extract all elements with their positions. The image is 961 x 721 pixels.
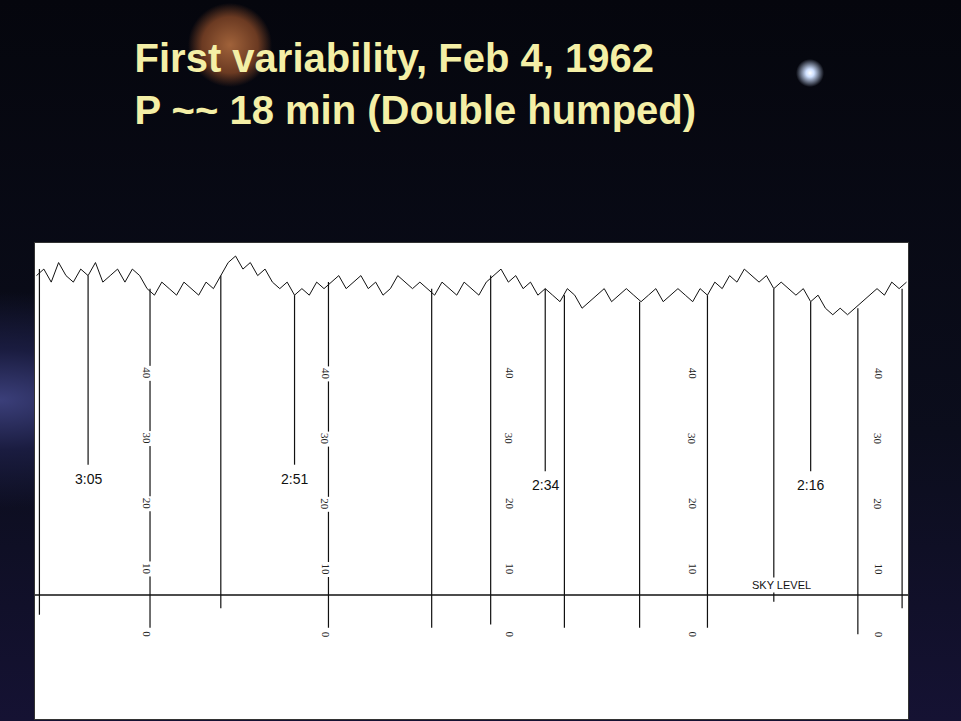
svg-text:First variability, Feb 4, 1962: First variability, Feb 4, 1962P ~~ 18 mi…	[135, 36, 697, 132]
svg-text:10: 10	[504, 563, 516, 575]
svg-text:10: 10	[873, 564, 885, 576]
svg-text:30: 30	[141, 433, 153, 445]
svg-text:20: 20	[872, 498, 884, 510]
svg-text:2:34: 2:34	[532, 477, 559, 493]
svg-text:0: 0	[320, 632, 332, 638]
svg-text:40: 40	[873, 368, 885, 380]
svg-text:0: 0	[873, 632, 885, 638]
svg-text:20: 20	[319, 498, 331, 510]
svg-text:30: 30	[503, 433, 515, 445]
svg-text:20: 20	[141, 498, 153, 510]
svg-text:30: 30	[872, 433, 884, 445]
svg-text:2:51: 2:51	[281, 471, 308, 487]
svg-text:30: 30	[686, 433, 698, 445]
svg-text:30: 30	[319, 433, 331, 445]
svg-text:0: 0	[504, 631, 516, 637]
svg-text:10: 10	[141, 563, 153, 575]
svg-text:40: 40	[504, 368, 516, 380]
svg-text:10: 10	[320, 564, 332, 576]
svg-text:20: 20	[687, 498, 699, 510]
svg-text:0: 0	[141, 631, 153, 637]
svg-text:40: 40	[687, 368, 699, 380]
svg-text:3:05: 3:05	[75, 471, 102, 487]
svg-text:40: 40	[141, 367, 153, 379]
svg-text:0: 0	[687, 632, 699, 638]
svg-text:40: 40	[320, 368, 332, 380]
svg-text:SKY LEVEL: SKY LEVEL	[752, 579, 811, 591]
svg-text:20: 20	[504, 498, 516, 510]
svg-text:2:16: 2:16	[797, 477, 824, 493]
svg-text:10: 10	[687, 563, 699, 575]
